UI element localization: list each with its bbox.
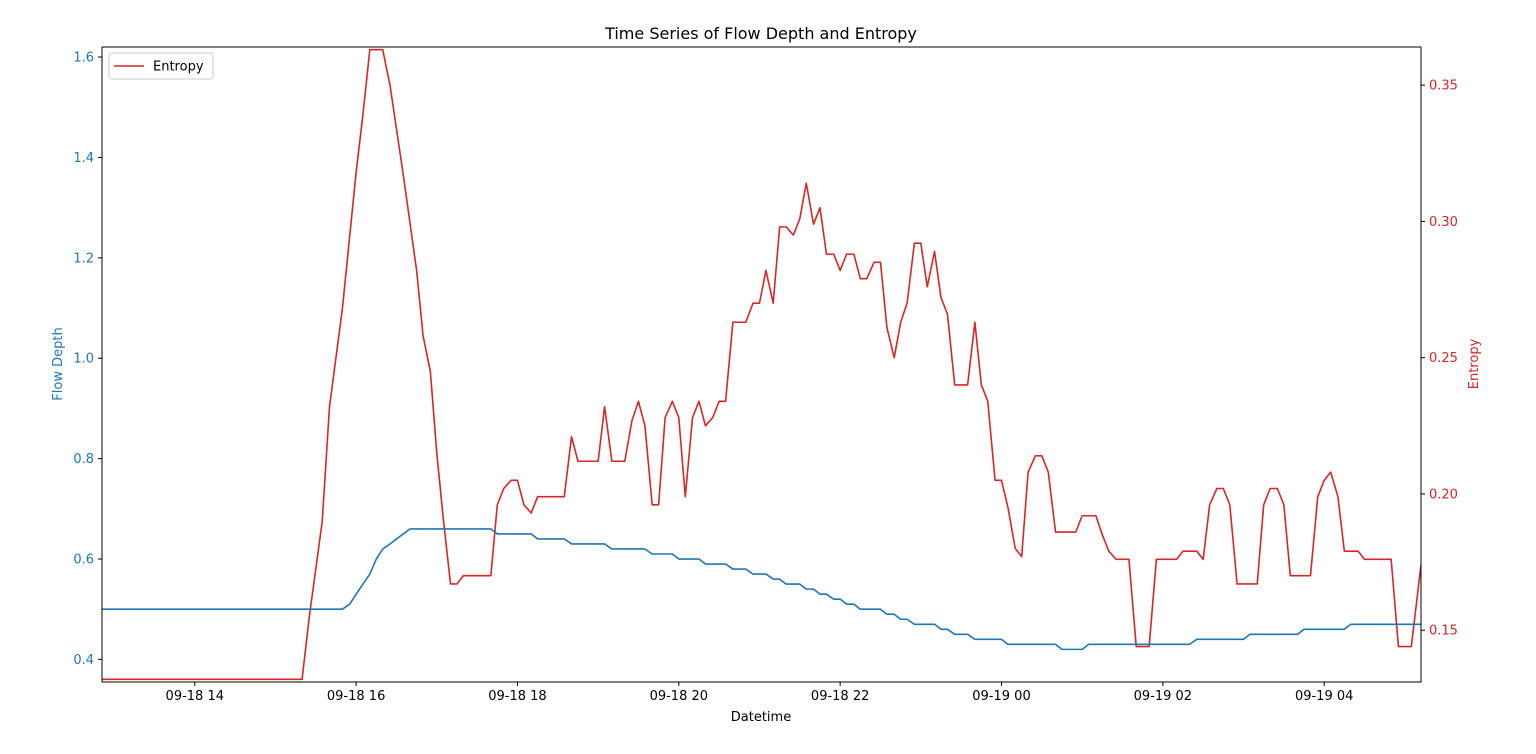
x-tick-label: 09-18 14 (166, 689, 224, 704)
x-tick-label: 09-18 18 (488, 689, 546, 704)
x-axis-label: Datetime (731, 710, 791, 725)
y-right-tick-label: 0.30 (1429, 215, 1458, 230)
legend: Entropy (108, 52, 214, 80)
y-left-tick-label: 0.4 (73, 653, 94, 668)
y-left-tick-label: 1.6 (73, 51, 94, 66)
x-tick-label: 09-19 00 (972, 689, 1030, 704)
x-tick-label: 09-18 22 (811, 689, 869, 704)
x-axis: 09-18 14 09-18 16 09-18 18 09-18 20 09-18 22… (166, 682, 1353, 704)
legend-label-entropy: Entropy (153, 60, 204, 75)
y-left-tick-label: 1.2 (73, 251, 94, 266)
y-axis-right: 0.15 0.20 0.25 0.30 0.35 (1421, 79, 1458, 639)
series-line-entropy (102, 48, 1421, 681)
y-right-tick-label: 0.15 (1429, 624, 1458, 639)
y-left-tick-label: 1.4 (73, 151, 94, 166)
x-tick-label: 09-19 04 (1295, 689, 1353, 704)
x-tick-label: 09-18 20 (650, 689, 708, 704)
y-right-tick-label: 0.35 (1429, 79, 1458, 94)
series-line-flow-depth (102, 528, 1421, 651)
y-left-tick-label: 0.6 (73, 553, 94, 568)
y-axis-left: 0.4 0.6 0.8 1.0 1.2 1.4 1.6 (73, 51, 102, 668)
plot-frame (101, 46, 1422, 683)
chart-title: Time Series of Flow Depth and Entropy (604, 24, 917, 43)
y-right-tick-label: 0.25 (1429, 351, 1458, 366)
plot-series (102, 48, 1421, 681)
x-tick-label: 09-18 16 (327, 689, 385, 704)
y-left-tick-label: 0.8 (73, 452, 94, 467)
x-tick-label: 09-19 02 (1134, 689, 1192, 704)
y-axis-left-label: Flow Depth (51, 327, 66, 400)
legend-box (108, 52, 214, 80)
y-axis-right-label: Entropy (1467, 338, 1482, 389)
y-right-tick-label: 0.20 (1429, 487, 1458, 502)
y-left-tick-label: 1.0 (73, 352, 94, 367)
